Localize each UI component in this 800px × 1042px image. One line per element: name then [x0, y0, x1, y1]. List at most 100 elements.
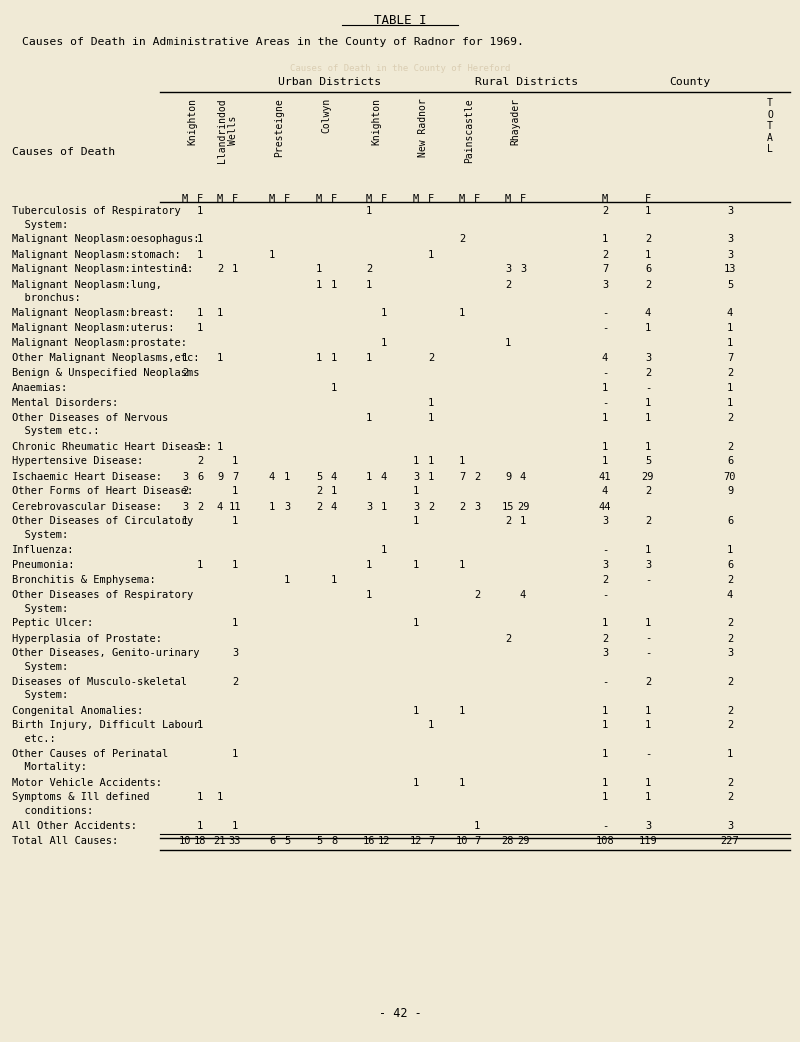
Text: Malignant Neoplasm:stomach:: Malignant Neoplasm:stomach:: [12, 249, 181, 259]
Text: 1: 1: [413, 560, 419, 570]
Text: -: -: [602, 545, 608, 555]
Text: 1: 1: [645, 705, 651, 716]
Text: 2: 2: [428, 501, 434, 512]
Text: 108: 108: [596, 836, 614, 846]
Text: 13: 13: [724, 265, 736, 274]
Text: System:: System:: [12, 220, 68, 229]
Text: Motor Vehicle Accidents:: Motor Vehicle Accidents:: [12, 777, 162, 788]
Text: 1: 1: [645, 545, 651, 555]
Text: M: M: [505, 194, 511, 204]
Text: 6: 6: [197, 471, 203, 481]
Text: Causes of Death in the County of Hereford: Causes of Death in the County of Herefor…: [290, 64, 510, 73]
Text: 4: 4: [645, 308, 651, 318]
Text: Chronic Rheumatic Heart Disease:: Chronic Rheumatic Heart Disease:: [12, 442, 212, 451]
Text: 1: 1: [269, 501, 275, 512]
Text: Birth Injury, Difficult Labour: Birth Injury, Difficult Labour: [12, 720, 199, 730]
Text: 4: 4: [727, 590, 733, 600]
Text: Hyperplasia of Prostate:: Hyperplasia of Prostate:: [12, 634, 162, 644]
Text: 2: 2: [727, 720, 733, 730]
Text: Influenza:: Influenza:: [12, 545, 74, 555]
Text: 1: 1: [197, 249, 203, 259]
Text: Symptoms & Ill defined: Symptoms & Ill defined: [12, 793, 150, 802]
Text: 1: 1: [217, 353, 223, 363]
Text: 1: 1: [428, 249, 434, 259]
Text: 3: 3: [413, 501, 419, 512]
Text: 1: 1: [727, 323, 733, 333]
Text: -: -: [645, 383, 651, 393]
Text: etc.:: etc.:: [12, 734, 56, 744]
Text: 1: 1: [197, 308, 203, 318]
Text: 41: 41: [598, 471, 611, 481]
Text: 1: 1: [727, 749, 733, 759]
Text: 2: 2: [645, 517, 651, 526]
Text: 2: 2: [505, 517, 511, 526]
Text: M: M: [269, 194, 275, 204]
Text: Tuberculosis of Respiratory: Tuberculosis of Respiratory: [12, 206, 181, 216]
Text: 3: 3: [645, 821, 651, 832]
Text: Other Forms of Heart Disease:: Other Forms of Heart Disease:: [12, 487, 194, 496]
Text: Malignant Neoplasm:breast:: Malignant Neoplasm:breast:: [12, 308, 174, 318]
Text: 2: 2: [727, 413, 733, 423]
Text: 2: 2: [459, 234, 465, 245]
Text: 3: 3: [645, 353, 651, 363]
Text: 2: 2: [727, 705, 733, 716]
Text: 1: 1: [366, 279, 372, 290]
Text: Other Malignant Neoplasms,etc:: Other Malignant Neoplasms,etc:: [12, 353, 199, 363]
Text: 4: 4: [520, 590, 526, 600]
Text: 2: 2: [645, 677, 651, 687]
Text: 5: 5: [316, 471, 322, 481]
Text: 1: 1: [428, 398, 434, 408]
Text: 1: 1: [232, 456, 238, 467]
Text: 3: 3: [505, 265, 511, 274]
Text: bronchus:: bronchus:: [12, 293, 81, 303]
Text: Other Diseases of Nervous: Other Diseases of Nervous: [12, 413, 168, 423]
Text: 1: 1: [232, 619, 238, 628]
Text: Total All Causes:: Total All Causes:: [12, 836, 118, 846]
Text: 4: 4: [269, 471, 275, 481]
Text: F: F: [474, 194, 480, 204]
Text: 33: 33: [229, 836, 242, 846]
Text: 1: 1: [413, 705, 419, 716]
Text: 21: 21: [214, 836, 226, 846]
Text: 7: 7: [459, 471, 465, 481]
Text: Ischaemic Heart Disease:: Ischaemic Heart Disease:: [12, 471, 162, 481]
Text: 1: 1: [645, 777, 651, 788]
Text: 3: 3: [602, 648, 608, 659]
Text: Rural Districts: Rural Districts: [475, 77, 578, 86]
Text: F: F: [520, 194, 526, 204]
Text: F: F: [645, 194, 651, 204]
Text: 1: 1: [428, 413, 434, 423]
Text: All Other Accidents:: All Other Accidents:: [12, 821, 137, 832]
Text: M: M: [413, 194, 419, 204]
Text: 6: 6: [645, 265, 651, 274]
Text: M: M: [366, 194, 372, 204]
Text: 2: 2: [505, 634, 511, 644]
Text: 1: 1: [602, 456, 608, 467]
Text: 3: 3: [727, 821, 733, 832]
Text: 29: 29: [517, 501, 530, 512]
Text: 2: 2: [602, 634, 608, 644]
Text: 12: 12: [410, 836, 422, 846]
Text: 1: 1: [645, 619, 651, 628]
Text: 2: 2: [645, 279, 651, 290]
Text: Malignant Neoplasm:uterus:: Malignant Neoplasm:uterus:: [12, 323, 174, 333]
Text: New Radnor: New Radnor: [418, 98, 429, 156]
Text: 12: 12: [378, 836, 390, 846]
Text: Diseases of Musculo-skeletal: Diseases of Musculo-skeletal: [12, 677, 187, 687]
Text: 2: 2: [602, 206, 608, 216]
Text: 7: 7: [428, 836, 434, 846]
Text: 1: 1: [366, 413, 372, 423]
Text: Rhayader: Rhayader: [510, 98, 521, 145]
Text: Other Diseases, Genito-urinary: Other Diseases, Genito-urinary: [12, 648, 199, 659]
Text: 2: 2: [182, 368, 188, 378]
Text: 1: 1: [459, 308, 465, 318]
Text: 15: 15: [502, 501, 514, 512]
Text: -: -: [645, 749, 651, 759]
Text: 1: 1: [232, 560, 238, 570]
Text: M: M: [316, 194, 322, 204]
Text: -: -: [602, 677, 608, 687]
Text: 2: 2: [474, 471, 480, 481]
Text: 4: 4: [217, 501, 223, 512]
Text: 1: 1: [505, 338, 511, 348]
Text: 1: 1: [413, 777, 419, 788]
